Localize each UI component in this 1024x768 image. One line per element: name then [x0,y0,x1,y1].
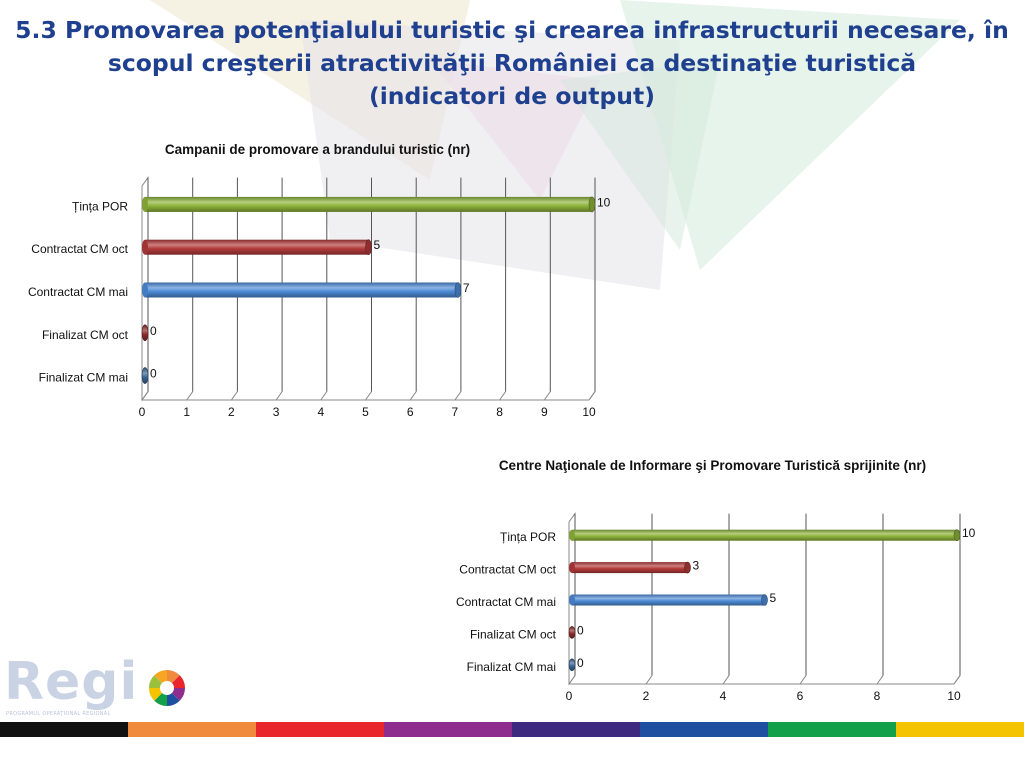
category-label: Țința POR [72,199,128,213]
data-label: 3 [693,559,700,573]
data-label: 0 [577,656,584,670]
data-label: 7 [463,281,470,295]
x-tick-label: 8 [874,689,881,703]
regio-logo: Regi [4,652,138,712]
color-bar-segment [768,722,896,737]
x-tick-label: 8 [496,405,503,419]
color-bar-segment [512,722,640,737]
data-label: 5 [770,591,777,605]
logo-subtitle: PROGRAMUL OPERAŢIONAL REGIONAL [6,711,111,717]
data-label: 10 [597,195,611,209]
x-tick-label: 10 [582,405,596,419]
category-label: Finalizat CM oct [42,328,129,342]
color-bar-segment [640,722,768,737]
x-tick-label: 1 [183,405,190,419]
title-line-1: 5.3 Promovarea potenţialului turistic şi… [15,16,1009,44]
x-tick-label: 6 [407,405,414,419]
x-tick-label: 10 [947,689,961,703]
x-tick-label: 5 [362,405,369,419]
bar [569,561,691,574]
chart-1-title: Campanii de promovare a brandului turist… [164,142,471,157]
color-bar-segment [0,722,128,737]
logo-text: Regi [4,652,139,712]
title-line-3: (indicatori de output) [369,82,655,110]
bar [141,367,149,384]
bar [141,324,149,342]
category-label: Finalizat CM mai [467,660,556,674]
x-tick-label: 9 [541,405,548,419]
logo-flower-icon [149,670,185,706]
x-tick-label: 2 [643,689,650,703]
bar [568,658,576,672]
x-tick-label: 0 [139,405,146,419]
bar [568,626,576,639]
x-tick-label: 3 [273,405,280,419]
data-label: 10 [962,526,976,540]
color-bar-segment [256,722,384,737]
bar [569,594,768,606]
category-label: Contractat CM oct [459,563,556,577]
category-label: Contractat CM mai [456,595,556,609]
x-tick-label: 4 [720,689,727,703]
data-label: 0 [150,367,157,381]
color-bar-segment [128,722,256,737]
data-label: 0 [150,324,157,338]
color-bar-segment [384,722,512,737]
x-tick-label: 6 [797,689,804,703]
bottom-color-bar [0,722,1024,737]
bar [569,529,961,542]
category-label: Țința POR [500,530,556,544]
x-tick-label: 4 [317,405,324,419]
category-label: Finalizat CM oct [470,627,557,641]
bar [142,196,596,213]
x-tick-label: 0 [566,689,573,703]
data-label: 0 [577,623,584,637]
category-label: Finalizat CM mai [39,371,128,385]
x-tick-label: 7 [452,405,459,419]
category-label: Contractat CM oct [31,242,128,256]
x-tick-label: 2 [228,405,235,419]
chart-2-title: Centre Naţionale de Informare şi Promova… [498,458,927,473]
color-bar-segment [896,722,1024,737]
page-title: 5.3 Promovarea potenţialului turistic şi… [0,14,1024,113]
title-line-2: scopul creşterii atractivităţii României… [107,49,917,77]
bar [142,282,462,298]
data-label: 5 [374,238,381,252]
category-label: Contractat CM mai [28,285,128,299]
bar [142,239,372,255]
